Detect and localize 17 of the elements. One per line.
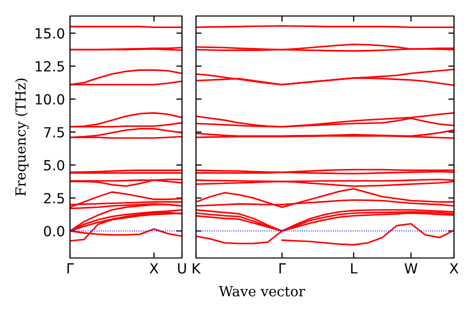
x-tick-label: X [450,263,458,274]
x-tick-label: L [351,263,358,274]
x-tick-label: Γ [67,263,74,274]
y-axis-title: Frequency (THz) [15,78,29,196]
x-tick-label: X [150,263,158,274]
y-tick-label: 10.0 [36,94,64,105]
y-tick-label: 12.5 [36,61,64,72]
x-axis-title: Wave vector [218,286,306,296]
x-tick-label: W [404,263,418,274]
x-tick-label: Γ [279,263,286,274]
y-tick-label: 15.0 [36,28,64,39]
y-tick-label: 0.0 [44,226,64,236]
y-tick-label: 2.5 [44,192,64,204]
x-tick-label: K [192,263,201,274]
x-tick-label: U [178,263,186,274]
y-tick-label: 5.0 [44,160,64,170]
y-tick-label: 7.5 [44,127,64,138]
